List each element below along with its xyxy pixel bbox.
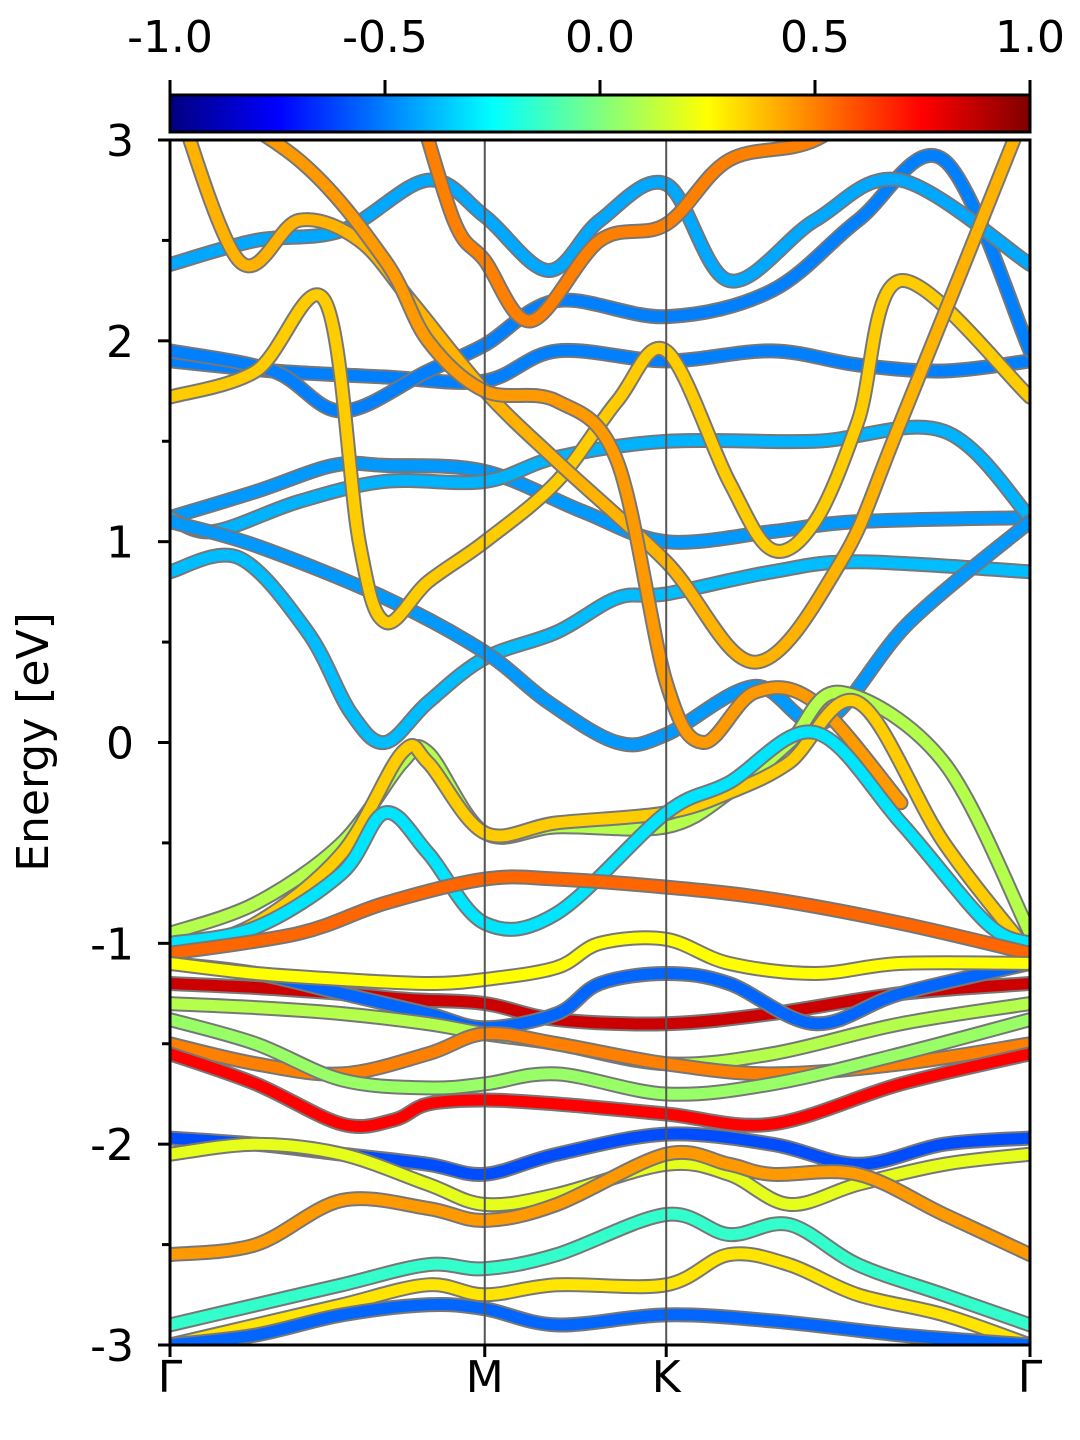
band-line [170,1146,1030,1261]
band-line [170,1299,1030,1345]
band-line [170,932,1030,989]
k-point-label: K [652,1352,682,1403]
y-tick-label: 3 [106,116,134,167]
band-line [170,694,1030,959]
y-tick-label: -1 [90,919,134,970]
band-line [170,457,1030,548]
band-line [170,957,1030,1034]
band-line [170,516,1030,751]
k-point-label: M [466,1352,504,1403]
band-line [170,1248,1030,1345]
y-tick-label: -3 [90,1321,134,1372]
colorbar-tick-label: 0.0 [565,12,635,63]
band-line [170,871,1030,959]
high-symmetry-lines [483,140,668,1345]
colorbar-tick-label: -1.0 [127,12,213,63]
colorbar-ticks: -1.0 -0.5 0.0 0.5 1.0 [127,12,1065,95]
colorbar-tick-label: 1.0 [995,12,1065,63]
y-axis-label: Energy [eV] [8,612,59,872]
band-line [170,1208,1030,1331]
k-point-label: Γ [158,1352,183,1403]
band-line [170,344,1030,388]
band-line [170,150,1030,417]
colorbar-gradient [168,93,1032,134]
k-point-label: Γ [1018,1352,1043,1403]
band-line [261,140,907,809]
band-line [170,1014,1030,1100]
y-tick-label: 2 [106,317,134,368]
y-tick-label: 0 [106,719,134,770]
band-line [170,1048,1030,1132]
colorbar-tick-label: 0.5 [780,12,850,63]
band-line [170,549,1030,749]
band-outline [170,171,1030,289]
colorbar: -1.0 -0.5 0.0 0.5 1.0 [127,12,1065,134]
band-line [422,140,827,327]
colorbar-tick-label: -0.5 [342,12,428,63]
y-tick-label: -2 [90,1120,134,1171]
band-line [170,726,1030,949]
band-line [184,140,1020,668]
y-tick-label: 1 [106,518,134,569]
y-axis-ticks: 3 2 1 0 -1 -2 -3 [90,116,170,1372]
band-lines [170,140,1030,1345]
